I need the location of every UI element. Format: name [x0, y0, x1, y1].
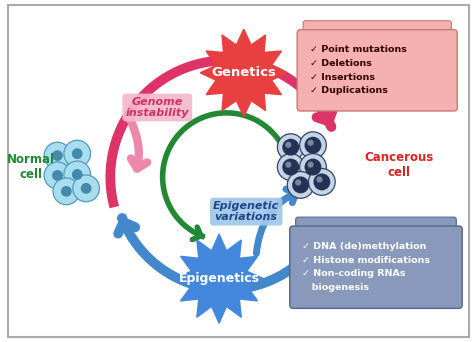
Text: Epigenetic
variations: Epigenetic variations [213, 201, 279, 222]
FancyArrowPatch shape [317, 109, 333, 127]
Circle shape [300, 132, 326, 159]
Circle shape [283, 140, 299, 155]
Text: Normal
cell: Normal cell [7, 153, 55, 181]
Circle shape [73, 149, 82, 158]
Circle shape [286, 142, 291, 147]
FancyArrowPatch shape [118, 218, 135, 234]
Circle shape [283, 159, 299, 175]
FancyArrowPatch shape [192, 227, 202, 239]
Circle shape [53, 171, 62, 180]
FancyBboxPatch shape [8, 5, 469, 337]
Circle shape [44, 142, 71, 169]
Circle shape [64, 140, 91, 167]
Text: Genome
instability: Genome instability [126, 97, 189, 118]
Circle shape [305, 159, 321, 175]
Circle shape [296, 180, 301, 185]
FancyBboxPatch shape [296, 217, 456, 233]
Polygon shape [201, 29, 287, 116]
Circle shape [73, 175, 100, 202]
FancyArrowPatch shape [256, 189, 296, 253]
Circle shape [64, 161, 91, 188]
Circle shape [286, 162, 291, 167]
Text: Epigenetics: Epigenetics [179, 272, 260, 285]
Text: Cancerous
cell: Cancerous cell [365, 150, 434, 179]
Circle shape [309, 169, 335, 195]
Circle shape [308, 140, 313, 145]
Circle shape [293, 177, 309, 193]
Circle shape [305, 137, 321, 153]
FancyBboxPatch shape [303, 21, 451, 37]
FancyArrowPatch shape [129, 118, 147, 169]
FancyBboxPatch shape [290, 226, 462, 308]
Circle shape [300, 154, 326, 181]
Circle shape [308, 162, 313, 167]
Circle shape [287, 171, 314, 198]
Text: ✓ Point mutations
✓ Deletions
✓ Insertions
✓ Duplications: ✓ Point mutations ✓ Deletions ✓ Insertio… [310, 45, 406, 95]
Circle shape [73, 170, 82, 179]
Circle shape [53, 151, 62, 160]
Text: Genetics: Genetics [211, 66, 276, 79]
Circle shape [62, 187, 71, 196]
Polygon shape [174, 234, 264, 323]
Circle shape [277, 154, 304, 181]
Circle shape [82, 184, 91, 193]
Circle shape [317, 177, 322, 182]
FancyBboxPatch shape [297, 30, 457, 111]
Circle shape [277, 134, 304, 161]
Circle shape [44, 162, 71, 189]
Circle shape [53, 178, 80, 205]
Circle shape [314, 174, 329, 190]
Text: ✓ DNA (de)methylation
✓ Histone modifications
✓ Non-coding RNAs
   biogenesis: ✓ DNA (de)methylation ✓ Histone modifica… [302, 242, 430, 292]
